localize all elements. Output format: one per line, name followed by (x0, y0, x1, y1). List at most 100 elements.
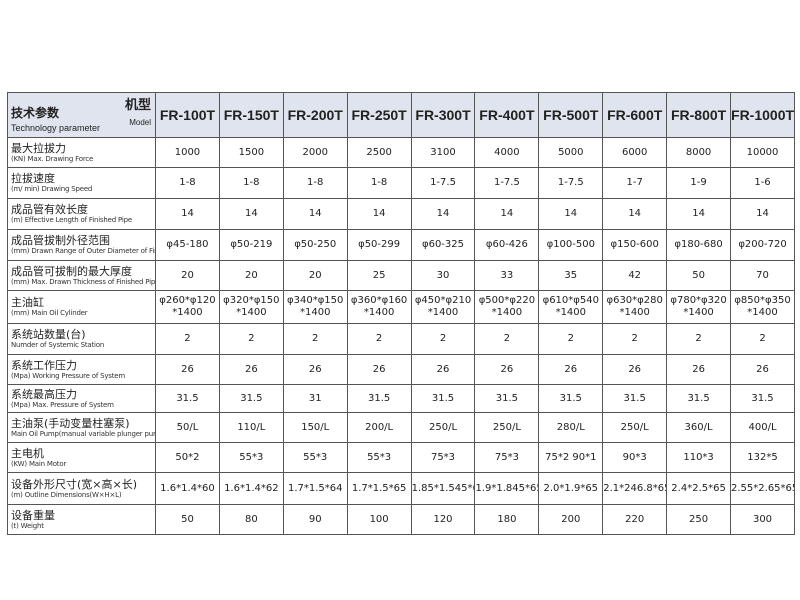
value-line: φ360*φ160 (350, 295, 408, 306)
value-cell: φ630*φ280 *1400 (602, 290, 668, 324)
value-cell: 26 (474, 354, 540, 385)
value-cell: φ200-720 (730, 229, 795, 261)
label-cn: 系统站数量(台) (11, 328, 86, 341)
value-line: *1400 (236, 307, 267, 318)
value-cell: 2 (410, 323, 476, 355)
label-cn: 成品管拔制外径范围 (11, 234, 110, 247)
value-line: *1400 (555, 307, 587, 318)
value-cell: 31.5 (155, 384, 220, 413)
value-line: *1400 (491, 307, 523, 318)
value-cell: 20 (282, 260, 348, 291)
model-header: FR-100T (155, 92, 220, 138)
value-cell: 8000 (666, 137, 732, 168)
label-en: (KN) Max. Drawing Force (11, 154, 94, 163)
value-cell: 2 (602, 323, 668, 355)
model-header: FR-200T (282, 92, 348, 138)
value-cell: 31.5 (474, 384, 540, 413)
value-cell: 250/L (410, 412, 476, 443)
value-cell: 1-7 (602, 167, 668, 199)
table-row: 主油缸 (mm) Main Oil Cylinder φ260*φ120 *1400 φ… (7, 290, 795, 324)
value-cell: 30 (410, 260, 476, 291)
row-label: 成品管有效长度 (m) Effective Length of Finished … (7, 198, 156, 230)
value-cell: φ100-500 (538, 229, 604, 261)
value-cell: φ50-299 (346, 229, 412, 261)
table-row: 成品管拔制外径范围 (mm) Drawn Range of Outer Diame… (7, 229, 795, 261)
label-cn: 成品管可拔制的最大厚度 (11, 264, 132, 278)
value-cell: 26 (666, 354, 732, 385)
value-line: *1400 (619, 307, 650, 318)
value-cell: 300 (730, 504, 795, 535)
value-cell: 150/L (282, 412, 348, 443)
value-cell: 1-8 (218, 167, 284, 199)
label-cn: 设备外形尺寸(宽×高×长) (11, 477, 138, 491)
value-cell: 2.4*2.5*65 (666, 472, 732, 505)
row-label: 设备重量 (t) Weight (7, 504, 156, 535)
value-cell: 250/L (474, 412, 540, 443)
value-cell: 50 (666, 260, 732, 291)
value-cell: 1500 (218, 137, 284, 168)
row-label: 主油缸 (mm) Main Oil Cylinder (7, 290, 156, 324)
label-cn: 成品管有效长度 (11, 203, 88, 216)
value-cell: 26 (346, 354, 412, 385)
value-cell: φ50-219 (218, 229, 284, 261)
row-label: 成品管可拔制的最大厚度 (mm) Max. Drawn Thickness of … (7, 260, 156, 291)
value-line: *1400 (363, 307, 395, 318)
value-cell: 42 (602, 260, 668, 291)
value-cell: 2 (155, 323, 220, 355)
value-cell: 14 (666, 198, 732, 230)
value-cell: 26 (602, 354, 668, 385)
header-row: 技术参数 机型 Technology parameter Model FR-10… (7, 92, 795, 138)
table-row: 主油泵(手动变量柱塞泵) Main Oil Pump(manual variabl… (7, 412, 795, 443)
value-cell: 2 (474, 323, 540, 355)
value-cell: 50 (155, 504, 220, 535)
table-row: 成品管有效长度 (m) Effective Length of Finished … (7, 198, 795, 230)
value-cell: 1-8 (282, 167, 348, 199)
value-line: φ340*φ150 (287, 295, 344, 306)
row-label: 拉拔速度 (m/ min) Drawing Speed (7, 167, 156, 199)
label-cn: 系统最高压力 (11, 387, 77, 401)
param-label: 技术参数 (11, 106, 60, 120)
value-cell: 2 (218, 323, 284, 355)
table-row: 成品管可拔制的最大厚度 (mm) Max. Drawn Thickness of … (7, 260, 795, 291)
value-cell: φ360*φ160 *1400 (346, 290, 412, 324)
value-cell: 26 (218, 354, 284, 385)
label-cn: 主油缸 (11, 296, 44, 309)
value-cell: 2 (730, 323, 795, 355)
value-cell: 400/L (730, 412, 795, 443)
value-cell: 1.85*1.545*65 (410, 472, 476, 505)
value-cell: φ500*φ220 *1400 (474, 290, 540, 324)
value-cell: 26 (730, 354, 795, 385)
value-cell: φ60-325 (410, 229, 476, 261)
value-cell: φ610*φ540 *1400 (538, 290, 604, 324)
model-header: FR-300T (410, 92, 476, 138)
value-line: φ780*φ320 (670, 295, 727, 306)
value-cell: 1-8 (155, 167, 220, 199)
value-cell: 3100 (410, 137, 476, 168)
header-corner: 技术参数 机型 Technology parameter Model (7, 92, 156, 138)
value-cell: 26 (538, 354, 604, 385)
value-cell: 14 (155, 198, 220, 230)
value-cell: 4000 (474, 137, 540, 168)
value-cell: φ45-180 (155, 229, 220, 261)
value-cell: 55*3 (218, 442, 284, 473)
value-cell: 180 (474, 504, 540, 535)
value-cell: 20 (155, 260, 220, 291)
label-en: Main Oil Pump(manual variable plunger pu… (11, 429, 156, 438)
row-label: 设备外形尺寸(宽×高×长) (m) Outline Dimensions(W×H×… (7, 472, 156, 505)
value-cell: 26 (410, 354, 476, 385)
row-label: 成品管拔制外径范围 (mm) Drawn Range of Outer Diame… (7, 229, 156, 261)
model-header: FR-1000T (730, 92, 795, 138)
label-en: Numder of Systemic Station (11, 341, 105, 349)
table-row: 拉拔速度 (m/ min) Drawing Speed 1-8 1-8 1-8 1-8 1-… (7, 167, 795, 199)
model-header: FR-400T (474, 92, 540, 138)
value-cell: 14 (282, 198, 348, 230)
value-line: *1400 (683, 307, 714, 318)
row-label: 最大拉拔力 (KN) Max. Drawing Force (7, 137, 156, 168)
value-cell: 1-6 (730, 167, 795, 199)
value-cell: 14 (346, 198, 412, 230)
value-cell: 10000 (730, 137, 795, 168)
label-cn: 系统工作压力 (11, 358, 77, 372)
label-en: (m) Effective Length of Finished Pipe (11, 216, 132, 224)
value-cell: 50*2 (155, 442, 220, 473)
value-cell: φ320*φ150 *1400 (218, 290, 284, 324)
